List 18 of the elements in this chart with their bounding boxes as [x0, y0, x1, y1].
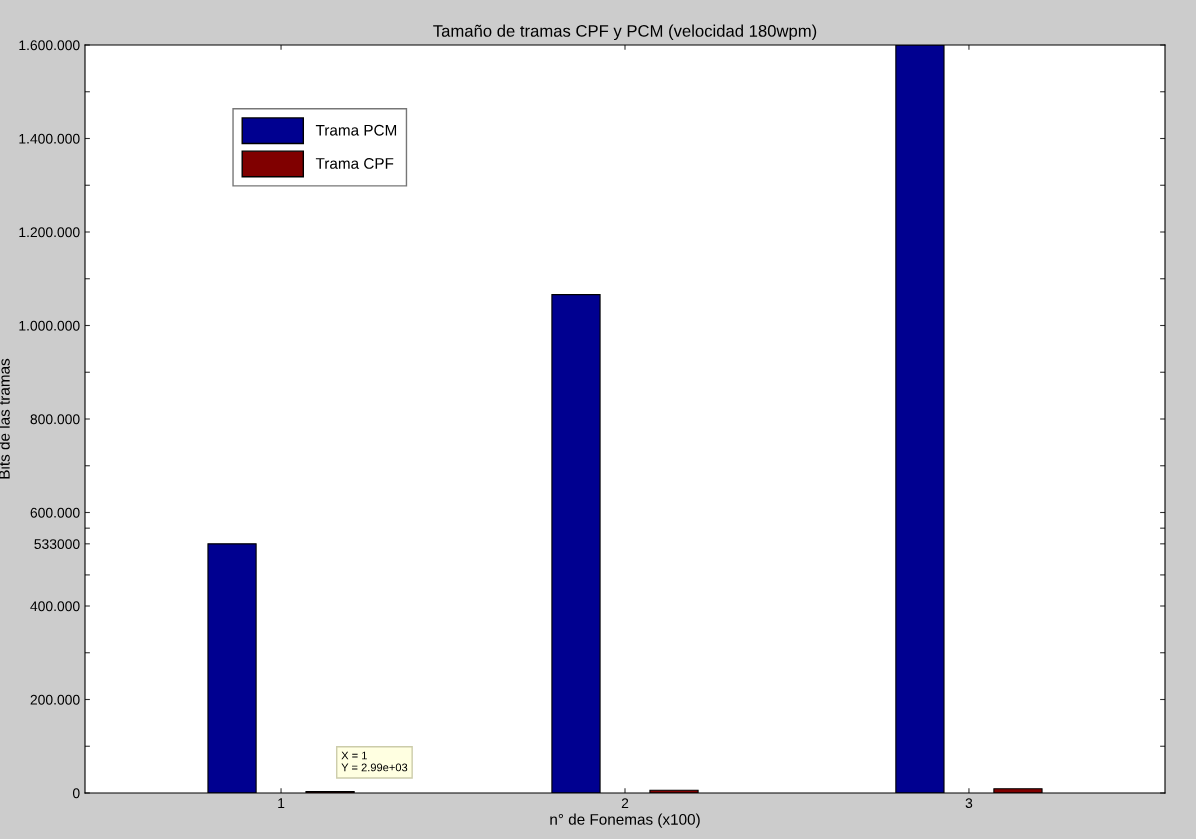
x-tick-label: 2 — [621, 798, 629, 808]
y-tick-label: 0 — [72, 788, 80, 799]
y-tick-label: 1.200.000 — [19, 227, 80, 238]
y-tick-label: 200.000 — [30, 694, 80, 705]
y-tick-label: 400.000 — [30, 601, 80, 612]
x-tick-label: 1 — [278, 798, 285, 808]
legend-label: Trama PCM — [315, 124, 397, 136]
x-tick-label: 3 — [965, 798, 973, 809]
legend-label: Trama CPF — [315, 158, 394, 169]
y-tick-label: 1.000.000 — [19, 320, 80, 331]
y-tick-label: 800.000 — [30, 414, 80, 425]
chart-title: Tamaño de tramas CPF y PCM (velocidad 180wpm) — [433, 24, 817, 41]
y-tick-label: 1.400.000 — [19, 133, 80, 144]
y-tick-label: 600.000 — [30, 507, 80, 518]
x-axis-title: n° de Fonemas (x100) — [550, 813, 700, 828]
y-tick-label: 1.600.000 — [19, 40, 80, 51]
annotation: X = 1 Y = 2.99e+03 — [341, 751, 408, 772]
y-tick-label: 533000 — [34, 539, 80, 549]
